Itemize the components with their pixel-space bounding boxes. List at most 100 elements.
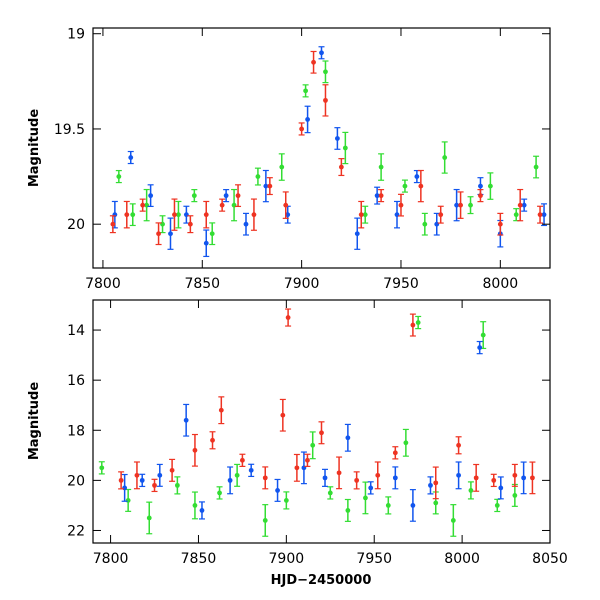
top-data-point (541, 203, 548, 227)
panel-bottom: 7800 7850 7900 7950 8000 8050 14 16 18 20 22 Magni… (27, 299, 568, 588)
top-data-point (310, 50, 317, 74)
bottom-point-marker (480, 332, 486, 338)
top-data-point (358, 200, 365, 229)
bottom-point-marker (218, 407, 224, 413)
top-point-marker (116, 174, 122, 179)
bottom-data-point (374, 461, 381, 490)
bottom-point-marker (310, 442, 316, 448)
bottom-data-point (216, 486, 223, 500)
top-point-marker (478, 193, 483, 199)
top-y-tick-label: 19.5 (54, 122, 85, 138)
top-data-point (175, 200, 182, 229)
top-data-point (374, 186, 381, 205)
bottom-data-point (494, 498, 501, 513)
top-y-axis-label: Magnitude (27, 109, 42, 188)
top-data-point (338, 158, 345, 177)
bottom-point-marker (415, 320, 421, 325)
bottom-tick-labels: 7800 7850 7900 7950 8000 8050 14 16 18 20 22 (67, 323, 568, 567)
bottom-data-point (409, 313, 416, 337)
top-point-marker (168, 231, 173, 237)
top-data-point (203, 229, 210, 258)
top-tick-labels: 7800 7850 7900 7950 8000 19 19.5 20 (54, 27, 518, 292)
top-data-point (171, 198, 178, 231)
top-x-tick-label: 7900 (284, 276, 320, 292)
bottom-data-point (279, 398, 286, 432)
bottom-point-marker (468, 487, 474, 493)
bottom-data-point (322, 468, 329, 487)
top-data-point (115, 169, 122, 184)
bottom-point-marker (262, 475, 268, 481)
bottom-data-point (293, 453, 300, 482)
bottom-data-point (274, 478, 281, 502)
top-data-point (322, 60, 329, 84)
top-data-point (278, 153, 285, 181)
bottom-data-point (133, 461, 140, 490)
bottom-y-tick-label: 14 (67, 323, 85, 339)
bottom-point-marker (283, 498, 289, 503)
bottom-data-point (415, 315, 422, 330)
bottom-data-point (385, 496, 392, 515)
bottom-data-point (497, 476, 504, 500)
top-data-point (147, 184, 154, 208)
bottom-data-point (344, 498, 351, 522)
bottom-point-marker (512, 493, 518, 498)
bottom-y-axis-label: Magnitude (27, 382, 42, 461)
top-data-point (537, 205, 544, 224)
top-point-marker (299, 126, 305, 132)
top-point-marker (422, 221, 428, 227)
top-point-marker (267, 183, 273, 189)
top-point-marker (219, 202, 225, 208)
bottom-point-marker (146, 515, 152, 521)
bottom-data-point (344, 423, 351, 452)
bottom-point-marker (530, 475, 535, 481)
bottom-point-marker (498, 485, 504, 491)
bottom-data-point (520, 461, 527, 495)
bottom-data-point (511, 483, 518, 507)
bottom-data-point (409, 489, 416, 522)
bottom-point-marker (385, 503, 391, 508)
bottom-point-marker (345, 508, 351, 513)
bottom-point-marker (410, 503, 416, 508)
top-data-point (304, 105, 311, 134)
top-point-marker (497, 221, 503, 227)
bottom-point-marker (210, 437, 215, 443)
bottom-x-tick-label: 8050 (532, 551, 568, 567)
top-data-point (497, 212, 504, 236)
bottom-data-point (300, 451, 307, 485)
bottom-data-point (191, 491, 198, 520)
bottom-ticks (93, 300, 551, 543)
top-y-tick-label: 19 (67, 27, 85, 43)
bottom-data-point (490, 473, 497, 488)
bottom-data-point (467, 481, 474, 500)
top-point-marker (374, 193, 380, 199)
top-data-point (342, 131, 349, 165)
bottom-data-point (318, 421, 325, 445)
top-point-marker (176, 212, 181, 218)
bottom-point-marker (345, 435, 351, 441)
bottom-data-point (327, 486, 334, 500)
top-point-marker (438, 212, 444, 218)
top-data-point (487, 172, 494, 200)
bottom-data-point (98, 461, 105, 475)
bottom-point-marker (392, 450, 398, 456)
top-point-marker (285, 212, 291, 218)
bottom-x-tick-label: 7900 (269, 551, 305, 567)
bottom-point-marker (428, 482, 433, 488)
top-data-point (203, 200, 210, 229)
top-point-marker (305, 117, 310, 122)
top-point-marker (378, 193, 384, 199)
bottom-point-marker (275, 487, 280, 493)
bottom-point-marker (494, 503, 500, 508)
top-data-point (191, 189, 198, 203)
top-data-point (183, 205, 190, 224)
bottom-x-tick-label: 8000 (444, 551, 480, 567)
top-point-marker (533, 164, 539, 170)
bottom-point-marker (410, 322, 416, 328)
top-point-marker (263, 183, 269, 189)
top-data-point (433, 212, 440, 236)
top-data-point (129, 203, 136, 227)
bottom-data-point (146, 501, 153, 535)
bottom-point-marker (183, 417, 189, 423)
bottom-data-point (239, 453, 246, 468)
bottom-point-marker (456, 472, 461, 478)
